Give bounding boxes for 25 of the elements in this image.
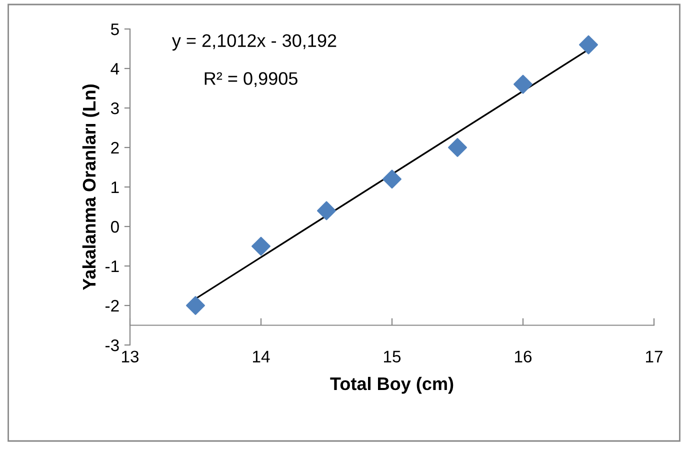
point [252, 236, 270, 256]
x-tick-label: 14 [253, 350, 270, 362]
x-axis-title: Total Boy (cm) [330, 376, 454, 394]
annotation: y = 2,1012x - 30,192 [172, 34, 336, 51]
point [579, 35, 598, 54]
annotation: R² = 0,9905 [204, 72, 298, 88]
y-tick-label: -3 [106, 339, 119, 352]
y-tick-label: 0 [110, 220, 119, 233]
y-tick-label: -2 [106, 300, 119, 312]
x-tick-label: 13 [122, 350, 139, 362]
y-tick-label: 5 [110, 24, 119, 36]
y-tick-label: -1 [106, 260, 119, 272]
x-tick-label: 15 [384, 350, 401, 362]
point [382, 170, 402, 189]
y-tick-label: 3 [110, 102, 119, 114]
point [317, 201, 336, 220]
x-tick-label: 16 [515, 350, 532, 362]
x-tick-label: 17 [646, 350, 662, 362]
y-tick-label: 2 [111, 142, 119, 154]
y-tick-label: 4 [110, 63, 120, 75]
point [514, 74, 532, 94]
point [448, 138, 467, 157]
y-tick-label: 1 [112, 182, 119, 194]
y-axis-title: Yakalanma Oranları (Ln) [82, 84, 100, 290]
point [186, 296, 205, 315]
